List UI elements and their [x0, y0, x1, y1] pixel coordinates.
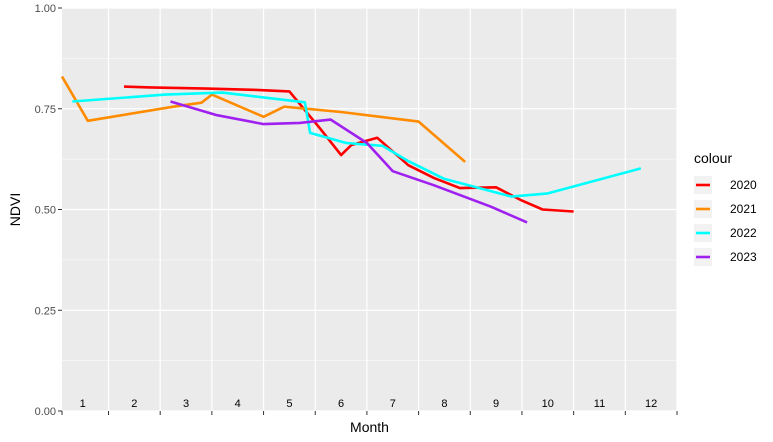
legend-item-2022: 2022 — [694, 224, 757, 242]
month-label: 2 — [131, 398, 137, 410]
month-label: 8 — [441, 398, 447, 410]
x-axis-title: Month — [350, 419, 389, 435]
y-axis: 0.00 0.25 0.50 0.75 1.00 — [35, 3, 62, 418]
month-label: 12 — [645, 398, 657, 410]
legend-label: 2020 — [730, 178, 757, 192]
month-label: 3 — [183, 398, 189, 410]
month-label: 9 — [493, 398, 499, 410]
month-label: 10 — [542, 398, 554, 410]
y-tick-label: 0.25 — [35, 305, 56, 317]
legend-label: 2021 — [730, 202, 757, 216]
month-label: 6 — [338, 398, 344, 410]
month-label: 11 — [594, 398, 605, 410]
legend: colour 2020 2021 2022 2023 — [694, 150, 757, 266]
legend-item-2021: 2021 — [694, 200, 757, 218]
month-label: 7 — [390, 398, 396, 410]
legend-label: 2023 — [730, 250, 757, 264]
legend-title: colour — [694, 150, 732, 166]
series-line-2022 — [72, 91, 642, 198]
month-label: 4 — [235, 398, 241, 410]
series-line-2023 — [170, 100, 528, 224]
series-lines — [60, 75, 642, 224]
y-tick-label: 0.75 — [35, 104, 56, 116]
month-label: 1 — [80, 398, 86, 410]
x-axis — [61, 411, 678, 415]
series-line-2021 — [60, 75, 466, 163]
month-label: 5 — [286, 398, 292, 410]
month-label-group: 1 2 3 4 5 6 7 8 9 10 11 12 — [80, 398, 658, 410]
legend-label: 2022 — [730, 226, 757, 240]
y-tick-label: 0.50 — [35, 205, 56, 217]
y-tick-label: 1.00 — [35, 3, 56, 15]
legend-item-2020: 2020 — [694, 176, 757, 194]
y-tick-label: 0.00 — [35, 406, 56, 418]
y-axis-title: NDVI — [7, 193, 23, 226]
legend-item-2023: 2023 — [694, 248, 757, 266]
